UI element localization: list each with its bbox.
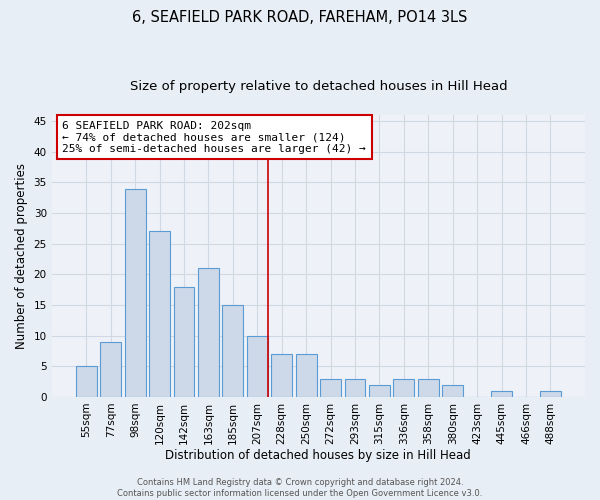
Bar bbox=[173, 286, 194, 397]
X-axis label: Distribution of detached houses by size in Hill Head: Distribution of detached houses by size … bbox=[166, 450, 471, 462]
Text: Contains HM Land Registry data © Crown copyright and database right 2024.
Contai: Contains HM Land Registry data © Crown c… bbox=[118, 478, 482, 498]
Bar bbox=[394, 378, 414, 397]
Bar bbox=[296, 354, 317, 397]
Y-axis label: Number of detached properties: Number of detached properties bbox=[15, 163, 28, 349]
Bar bbox=[369, 384, 390, 397]
Bar bbox=[149, 232, 170, 397]
Bar bbox=[418, 378, 439, 397]
Bar bbox=[76, 366, 97, 397]
Text: 6 SEAFIELD PARK ROAD: 202sqm
← 74% of detached houses are smaller (124)
25% of s: 6 SEAFIELD PARK ROAD: 202sqm ← 74% of de… bbox=[62, 120, 366, 154]
Bar bbox=[247, 336, 268, 397]
Title: Size of property relative to detached houses in Hill Head: Size of property relative to detached ho… bbox=[130, 80, 507, 93]
Bar bbox=[198, 268, 219, 397]
Bar bbox=[491, 391, 512, 397]
Bar bbox=[344, 378, 365, 397]
Bar bbox=[320, 378, 341, 397]
Bar bbox=[125, 188, 146, 397]
Bar bbox=[271, 354, 292, 397]
Bar bbox=[442, 384, 463, 397]
Bar bbox=[223, 305, 243, 397]
Text: 6, SEAFIELD PARK ROAD, FAREHAM, PO14 3LS: 6, SEAFIELD PARK ROAD, FAREHAM, PO14 3LS bbox=[133, 10, 467, 25]
Bar bbox=[100, 342, 121, 397]
Bar bbox=[540, 391, 561, 397]
